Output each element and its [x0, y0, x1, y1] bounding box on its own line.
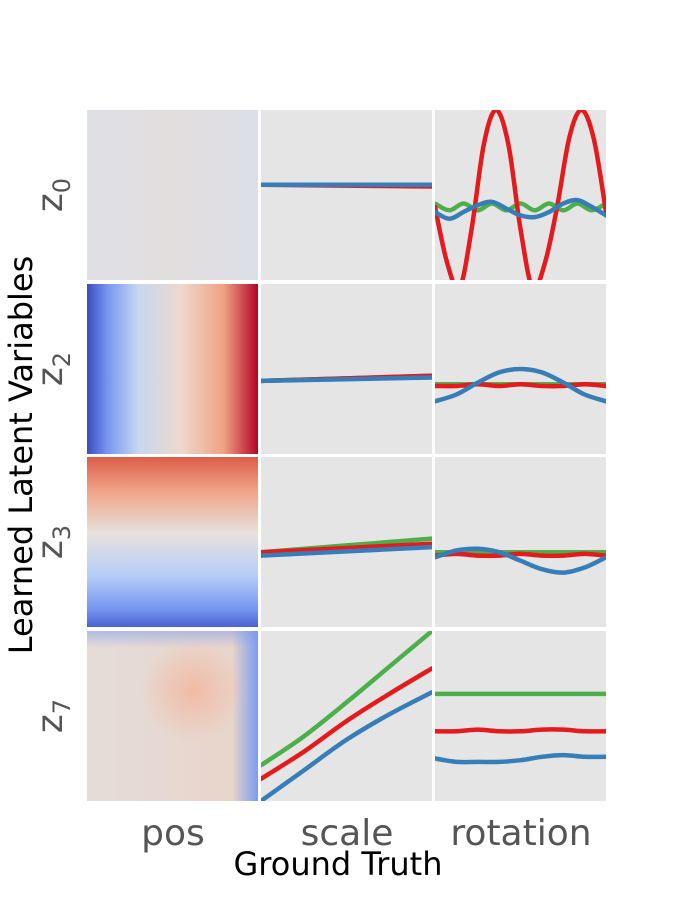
column-label-rotation: rotation [450, 813, 591, 854]
row-label-subscript: 3 [48, 525, 76, 540]
row-label-symbol: z [30, 714, 71, 733]
rotation-line-red-z0 [435, 110, 606, 280]
heatmap-pos-z2 [87, 284, 258, 454]
panel-scale-z7 [261, 631, 432, 801]
row-label-symbol: z [30, 193, 71, 212]
heatmap-pos-z7-top-shade [87, 631, 258, 801]
rotation-line-blue-z0 [435, 197, 606, 222]
column-label-scale: scale [301, 813, 394, 854]
row-label-z3: z3 [30, 525, 76, 559]
rotation-line-blue-z3 [435, 546, 606, 575]
column-label-pos: pos [141, 813, 205, 854]
scale-line-blue-z2 [261, 375, 432, 384]
rotation-line-red-z3 [435, 551, 606, 559]
rotation-line-red-z2 [435, 382, 606, 389]
panel-scale-z0 [261, 110, 432, 280]
panel-rotation-z3 [435, 457, 606, 627]
scale-line-red-z7 [261, 666, 432, 782]
rotation-line-green-z0 [435, 201, 606, 213]
heatmap-pos-z3 [87, 457, 258, 627]
panel-rotation-z0 [435, 110, 606, 280]
row-label-symbol: z [30, 367, 71, 386]
panel-grid [87, 110, 606, 801]
row-label-subscript: 7 [48, 699, 76, 714]
row-label-subscript: 2 [48, 352, 76, 367]
row-label-z2: z2 [30, 352, 76, 386]
rotation-line-blue-z7 [435, 752, 606, 765]
heatmap-pos-z0 [87, 110, 258, 280]
y-axis-title: Learned Latent Variables [2, 256, 40, 655]
scale-line-green-z7 [261, 631, 432, 768]
scale-line-blue-z3 [261, 544, 432, 558]
panel-rotation-z7 [435, 631, 606, 801]
x-axis-title: Ground Truth [234, 845, 443, 883]
rotation-line-blue-z2 [435, 366, 606, 404]
scale-line-red-z3 [261, 541, 432, 555]
row-label-subscript: 0 [48, 178, 76, 193]
row-label-z7: z7 [30, 699, 76, 733]
series-lines [261, 110, 606, 801]
scale-line-blue-z7 [261, 689, 432, 801]
rotation-line-red-z7 [435, 727, 606, 734]
panel-scale-z2 [261, 284, 432, 454]
row-label-symbol: z [30, 540, 71, 559]
row-label-z0: z0 [30, 178, 76, 212]
